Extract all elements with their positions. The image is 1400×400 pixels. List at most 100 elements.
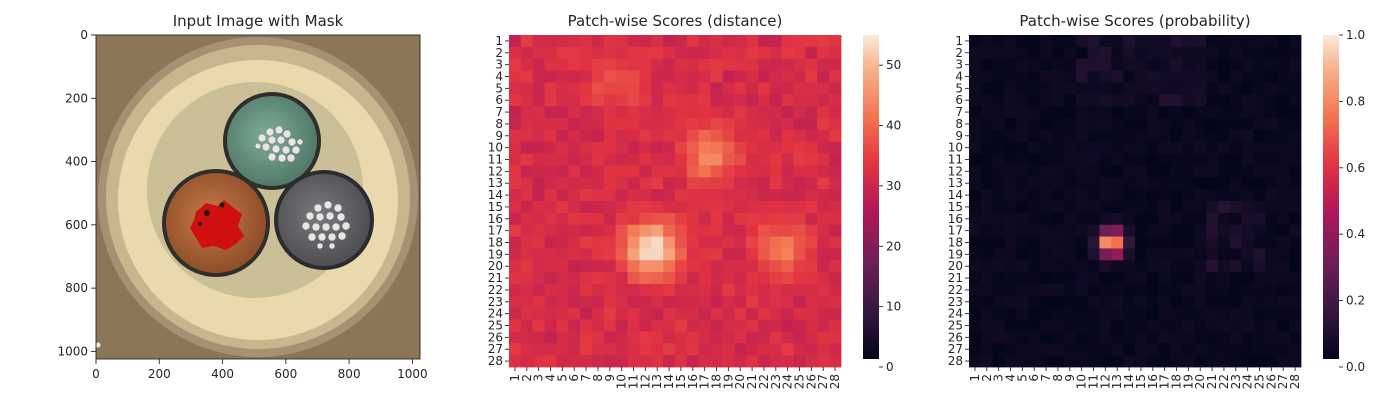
- heatmap-cell: [532, 165, 545, 178]
- heatmap-cell: [758, 224, 771, 237]
- heatmap-cell: [1289, 58, 1302, 71]
- heatmap-cell: [1218, 307, 1231, 320]
- heatmap-cell: [639, 82, 652, 95]
- heatmap-cell: [1016, 94, 1029, 107]
- heatmap-cell: [758, 355, 771, 368]
- heatmap-cell: [627, 94, 640, 107]
- heatmap-cell: [1016, 129, 1029, 143]
- heatmap-cell: [1123, 153, 1136, 166]
- heatmap-cell: [1052, 153, 1065, 166]
- heatmap-cell: [1123, 106, 1136, 119]
- heatmap-cell: [663, 46, 676, 60]
- heatmap-cell: [663, 343, 676, 356]
- heatmap-cell: [805, 331, 818, 344]
- heatmap-cell: [675, 212, 688, 226]
- heatmap-cell: [532, 272, 545, 285]
- heatmap-cell: [1111, 212, 1124, 226]
- heatmap-cell: [805, 319, 818, 332]
- heatmap-cell: [532, 58, 545, 71]
- heatmap-cell: [627, 129, 640, 143]
- heatmap-cell: [710, 319, 723, 332]
- heatmap-cell: [698, 343, 711, 356]
- heatmap-cell: [520, 46, 534, 60]
- heatmap-cell: [1040, 106, 1053, 119]
- col-label: 19: [1181, 374, 1195, 389]
- heatmap-cell: [603, 129, 617, 143]
- colorbar-tick-label: 1.0: [1346, 28, 1365, 42]
- heatmap-cell: [603, 307, 617, 320]
- heatmap-cell: [992, 46, 1005, 60]
- heatmap-cell: [1194, 260, 1207, 273]
- heatmap-cell: [1111, 295, 1124, 309]
- heatmap-cell: [1253, 106, 1266, 119]
- heatmap-cell: [1052, 118, 1065, 131]
- heatmap-cell: [592, 295, 605, 309]
- heatmap-cell: [1206, 189, 1219, 202]
- heatmap-cell: [969, 141, 982, 154]
- heatmap-cell: [1158, 35, 1171, 48]
- heatmap-cell: [734, 260, 747, 273]
- row-label: 15: [488, 200, 503, 214]
- row-label: 24: [948, 307, 963, 321]
- y-tick-label: 200: [65, 91, 88, 105]
- heatmap-cell: [1040, 212, 1053, 226]
- heatmap-cell: [686, 165, 700, 178]
- heatmap-cell: [1158, 70, 1171, 83]
- col-label: 23: [1229, 374, 1243, 389]
- heatmap-cell: [734, 118, 747, 131]
- heatmap-cell: [509, 70, 522, 83]
- heatmap-cell: [1123, 70, 1136, 83]
- heatmap-cell: [686, 236, 700, 249]
- heatmap-cell: [675, 46, 688, 60]
- heatmap-cell: [568, 236, 581, 249]
- heatmap-cell: [1229, 212, 1243, 226]
- heatmap-cell: [793, 355, 806, 368]
- heatmap-cell: [1016, 177, 1029, 190]
- heatmap-cell: [580, 58, 593, 71]
- col-label: 20: [733, 374, 747, 389]
- heatmap-cell: [1075, 248, 1088, 261]
- heatmap-cell: [1229, 307, 1243, 320]
- heatmap-cell: [722, 331, 735, 344]
- heatmap-cell: [1063, 224, 1077, 237]
- heatmap-cell: [592, 201, 605, 214]
- heatmap-cell: [1194, 58, 1207, 71]
- heatmap-cell: [710, 272, 723, 285]
- heatmap-cell: [580, 319, 593, 332]
- heatmap-cell: [1146, 35, 1160, 48]
- heatmap-cell: [651, 177, 664, 190]
- heatmap-cell: [805, 272, 818, 285]
- col-label: 22: [757, 374, 771, 389]
- heatmap-cell: [1229, 141, 1243, 154]
- heatmap-cell: [1253, 284, 1266, 297]
- heatmap-cell: [1052, 70, 1065, 83]
- heatmap-cell: [639, 224, 652, 237]
- heatmap-cell: [1218, 343, 1231, 356]
- heatmap-cell: [663, 189, 676, 202]
- heatmap-cell: [675, 94, 688, 107]
- heatmap-cell: [722, 236, 735, 249]
- heatmap-cell: [1087, 248, 1100, 261]
- col-label: 18: [1170, 374, 1184, 389]
- heatmap-cell: [722, 46, 735, 60]
- row-label: 18: [488, 236, 503, 250]
- heatmap-cell: [1265, 295, 1278, 309]
- heatmap-cell: [1206, 319, 1219, 332]
- heatmap-cell: [980, 94, 994, 107]
- heatmap-cell: [1146, 236, 1160, 249]
- heatmap-cell: [969, 58, 982, 71]
- heatmap-cell: [1040, 201, 1053, 214]
- heatmap-cell: [722, 307, 735, 320]
- heatmap-cell: [1123, 355, 1136, 368]
- heatmap-cell: [1111, 129, 1124, 143]
- heatmap-cell: [651, 141, 664, 154]
- heatmap-cell: [520, 307, 534, 320]
- heatmap-cell: [663, 260, 676, 273]
- heatmap-cell: [615, 248, 628, 261]
- heatmap-cell: [603, 141, 617, 154]
- heatmap-cell: [651, 224, 664, 237]
- heatmap-cell: [544, 35, 557, 48]
- heatmap-cell: [568, 331, 581, 344]
- heatmap-cell: [1170, 177, 1183, 190]
